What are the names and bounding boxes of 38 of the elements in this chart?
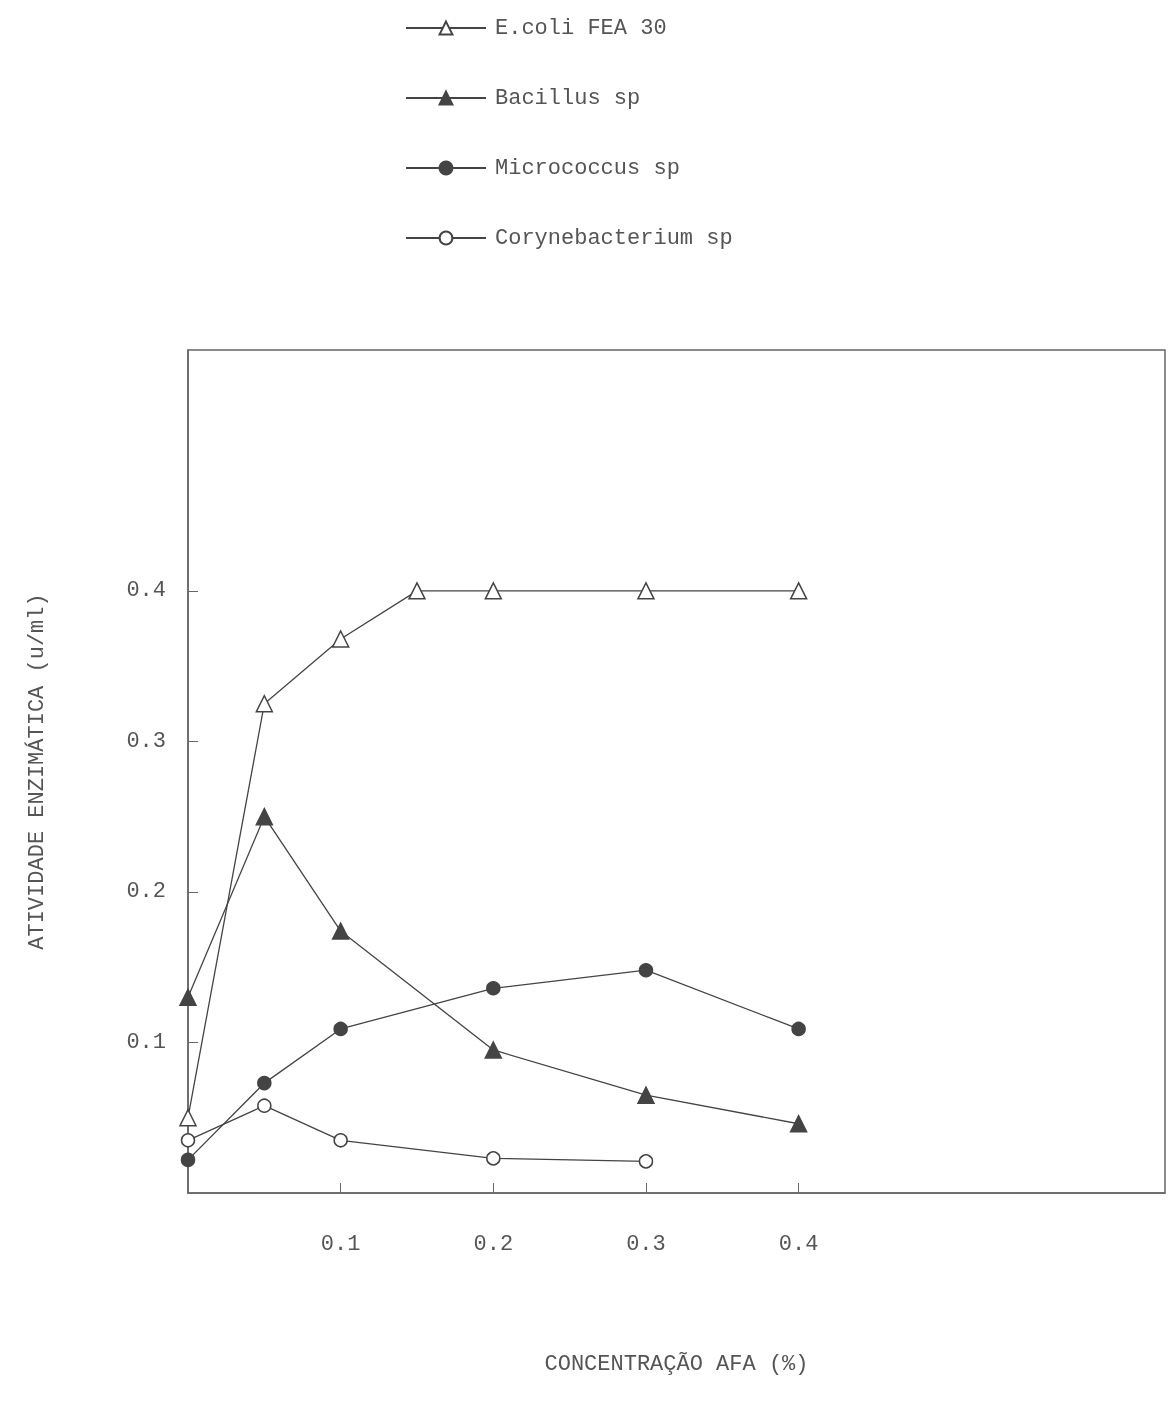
point	[333, 1133, 348, 1148]
point	[257, 1075, 272, 1091]
point	[333, 1021, 348, 1037]
point	[255, 695, 274, 713]
y-tick-label: 0.4	[126, 578, 166, 604]
point	[486, 981, 501, 996]
point	[180, 1152, 196, 1168]
x-tick-label: 0.2	[473, 1231, 514, 1257]
point	[638, 1154, 654, 1169]
point	[637, 582, 655, 600]
y-axis-title: ATIVIDADE ENZIMÁTICA (u/ml)	[23, 593, 50, 950]
x-tick-label: 0.3	[626, 1231, 666, 1257]
x-axis-title: CONCENTRAÇÃO AFA (%)	[544, 1350, 809, 1377]
point	[637, 1086, 655, 1104]
legend-label: Corynebacterium sp	[495, 225, 733, 251]
legend-label: Bacillus sp	[495, 85, 641, 111]
point	[180, 1133, 196, 1148]
y-tick-label: 0.1	[126, 1029, 166, 1055]
point	[179, 1108, 197, 1127]
x-tick-label: 0.1	[320, 1231, 361, 1257]
legend-label: E.coli FEA 30	[495, 15, 667, 41]
point	[789, 1115, 808, 1133]
point	[331, 922, 350, 940]
y-tick-label: 0.2	[126, 879, 166, 905]
point	[791, 1021, 806, 1037]
point	[486, 1151, 501, 1166]
x-tick-label: 0.4	[778, 1231, 819, 1257]
legend-label: Micrococcus sp	[495, 155, 680, 181]
point	[484, 582, 503, 600]
point	[408, 582, 426, 600]
point	[789, 582, 808, 600]
point	[257, 1098, 272, 1113]
point	[255, 807, 274, 826]
y-tick-label: 0.3	[126, 728, 166, 754]
point	[638, 962, 654, 978]
point	[179, 988, 197, 1007]
point	[484, 1041, 503, 1059]
point	[331, 630, 350, 648]
